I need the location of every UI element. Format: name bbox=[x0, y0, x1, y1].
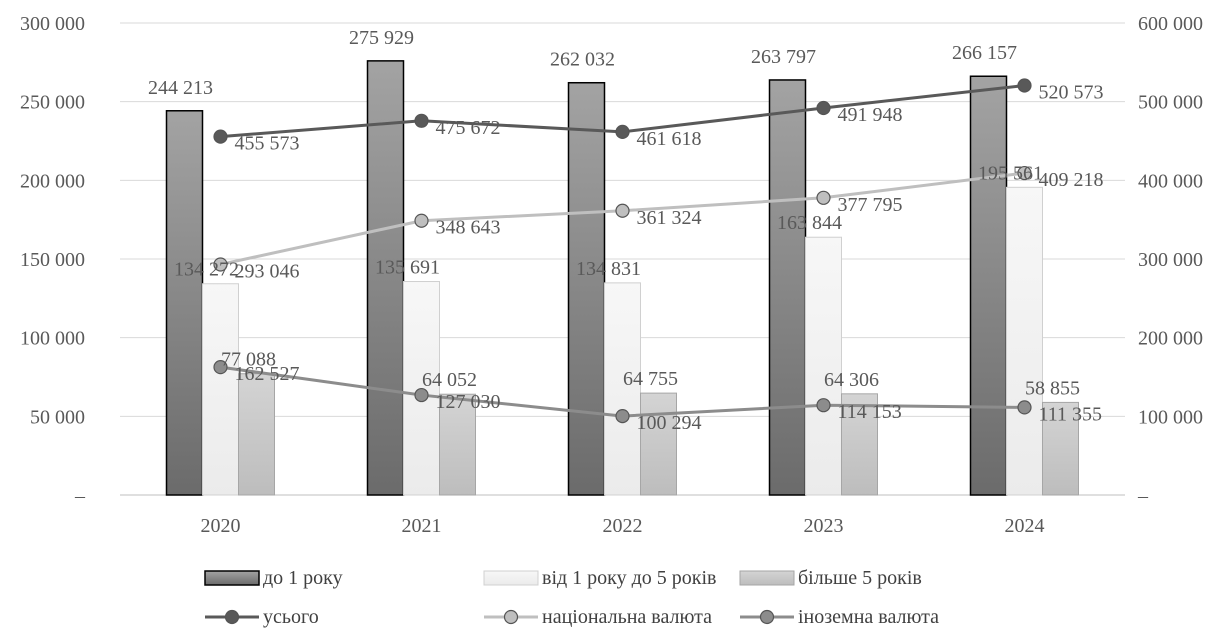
bar-data-label: 262 032 bbox=[550, 49, 615, 71]
x-tick-label: 2021 bbox=[402, 515, 442, 537]
line-point bbox=[816, 100, 831, 116]
legend-label: від 1 року до 5 років bbox=[542, 567, 717, 589]
line-data-label: 100 294 bbox=[637, 412, 702, 434]
legend-bar-swatch bbox=[483, 570, 539, 586]
line-data-label: 377 795 bbox=[838, 194, 903, 216]
line-point bbox=[213, 360, 228, 375]
legend-bar-swatch bbox=[204, 570, 260, 586]
legend-label: національна валюта bbox=[542, 606, 712, 628]
bar bbox=[165, 110, 204, 496]
bar-data-label: 163 844 bbox=[777, 212, 842, 234]
line-point bbox=[816, 190, 831, 205]
line-data-label: 114 153 bbox=[838, 401, 902, 423]
right-tick-label: 400 000 bbox=[1138, 170, 1203, 192]
line-point bbox=[213, 129, 228, 144]
bar bbox=[366, 60, 405, 496]
legend: до 1 року від 1 року до 5 років більше 5 р… bbox=[204, 567, 939, 628]
bar bbox=[841, 393, 878, 496]
x-tick-label: 2023 bbox=[804, 515, 844, 537]
x-tick-label: 2024 bbox=[1005, 515, 1045, 537]
line-data-label: 520 573 bbox=[1039, 81, 1104, 103]
right-tick-label: 500 000 bbox=[1138, 92, 1203, 114]
line-point bbox=[1017, 78, 1032, 93]
left-tick-label: 250 000 bbox=[20, 92, 85, 114]
bar bbox=[640, 392, 677, 496]
x-tick-label: 2020 bbox=[201, 515, 241, 537]
legend-label: іноземна валюта bbox=[798, 606, 939, 628]
line-data-label: 461 618 bbox=[637, 128, 702, 150]
right-axis: – 100 000 200 000 300 000 400 000 500 000 600 … bbox=[1137, 13, 1203, 507]
left-tick-label: – bbox=[74, 485, 86, 507]
line-point bbox=[414, 113, 429, 128]
left-axis: – 50 000 100 000 150 000 200 000 250 000 300 0… bbox=[20, 13, 86, 507]
line-data-label: 409 218 bbox=[1039, 169, 1104, 191]
legend-label: усього bbox=[263, 606, 319, 628]
right-tick-label: 600 000 bbox=[1138, 13, 1203, 35]
series-line bbox=[220, 171, 1025, 266]
bar-data-label: 134 831 bbox=[576, 258, 641, 280]
line-data-label: 111 355 bbox=[1039, 403, 1103, 425]
bar bbox=[969, 75, 1008, 496]
line-point bbox=[414, 387, 429, 403]
line-data-label: 162 527 bbox=[235, 363, 300, 385]
line-point bbox=[414, 213, 429, 228]
bar bbox=[202, 283, 239, 496]
bar-data-label: 77 088 bbox=[221, 349, 276, 371]
data-labels: 244 213 275 929 262 032 263 797 266 157 134 2… bbox=[148, 27, 1104, 434]
bar-data-label: 263 797 bbox=[751, 46, 816, 68]
line-data-label: 361 324 bbox=[637, 207, 702, 229]
left-tick-label: 100 000 bbox=[20, 328, 85, 350]
bar bbox=[439, 393, 476, 496]
bar-data-label: 195 561 bbox=[978, 162, 1043, 184]
legend-label: до 1 року bbox=[263, 567, 343, 589]
bar bbox=[1042, 401, 1079, 496]
right-tick-label: 100 000 bbox=[1138, 406, 1203, 428]
line-point bbox=[1017, 165, 1032, 181]
bar-data-label: 275 929 bbox=[349, 27, 414, 49]
legend-label: більше 5 років bbox=[798, 567, 922, 589]
x-tick-label: 2022 bbox=[603, 515, 643, 537]
bar bbox=[768, 79, 807, 496]
bar-data-label: 244 213 bbox=[148, 77, 213, 99]
line-point bbox=[615, 124, 630, 139]
line-point bbox=[615, 203, 630, 218]
right-tick-label: 200 000 bbox=[1138, 328, 1203, 350]
legend-line-marker bbox=[503, 609, 519, 625]
line-data-label: 455 573 bbox=[235, 133, 300, 155]
line-point bbox=[816, 398, 831, 413]
bar-data-label: 64 052 bbox=[422, 369, 477, 391]
right-tick-label: 300 000 bbox=[1138, 249, 1203, 271]
bar-series bbox=[165, 60, 1079, 496]
bar-data-label: 64 306 bbox=[824, 369, 879, 391]
bar bbox=[238, 373, 275, 496]
line-series bbox=[213, 78, 1032, 424]
x-axis: 2020 2021 2022 2023 2024 bbox=[201, 515, 1045, 537]
bar bbox=[805, 236, 842, 496]
right-tick-label: – bbox=[1137, 485, 1149, 507]
bar-data-label: 134 272 bbox=[174, 259, 239, 281]
left-tick-label: 150 000 bbox=[20, 249, 85, 271]
bar-data-label: 64 755 bbox=[623, 368, 678, 390]
line-data-label: 127 030 bbox=[436, 391, 501, 413]
line-data-label: 348 643 bbox=[436, 217, 501, 239]
legend-line-marker bbox=[759, 609, 775, 625]
line-point bbox=[1017, 400, 1032, 415]
bar bbox=[604, 282, 641, 496]
bar-data-label: 58 855 bbox=[1025, 377, 1080, 399]
bar-data-label: 266 157 bbox=[952, 42, 1017, 64]
left-tick-label: 300 000 bbox=[20, 13, 85, 35]
line-point bbox=[213, 257, 228, 272]
left-tick-label: 50 000 bbox=[30, 406, 85, 428]
bar bbox=[1006, 186, 1043, 496]
line-data-label: 491 948 bbox=[838, 104, 903, 126]
bar-data-label: 135 691 bbox=[375, 257, 440, 279]
line-data-label: 293 046 bbox=[235, 260, 300, 282]
legend-line-marker bbox=[224, 609, 240, 625]
left-tick-label: 200 000 bbox=[20, 170, 85, 192]
legend-bar-swatch bbox=[739, 570, 795, 586]
bar bbox=[567, 81, 606, 496]
line-point bbox=[615, 409, 630, 424]
line-data-label: 475 672 bbox=[436, 117, 501, 139]
